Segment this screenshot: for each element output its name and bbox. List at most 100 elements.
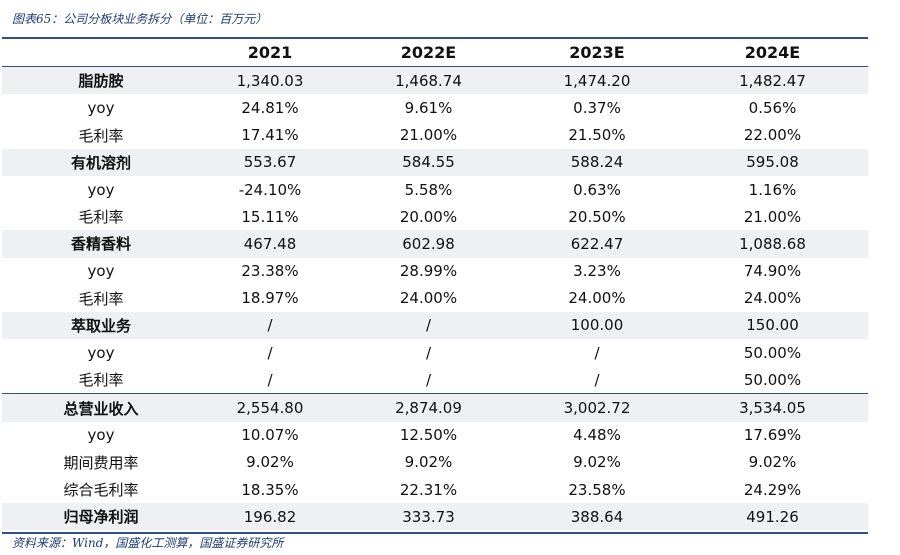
- table-row: 毛利率 / / / 50.00%: [2, 366, 868, 395]
- header-cell-label: [2, 39, 200, 67]
- row-label: 脂肪胺: [2, 66, 200, 95]
- cell-value: 333.73: [340, 503, 517, 531]
- cell-value: -24.10%: [238, 180, 302, 199]
- row-label: 毛利率: [78, 126, 124, 145]
- cell-value: 24.00%: [568, 289, 626, 308]
- segment-breakdown-table: 2021 2022E 2023E 2024E 脂肪胺 1,340.03 1,46…: [2, 39, 868, 531]
- cell-value: 595.08: [677, 148, 868, 176]
- cell-value: 1,474.20: [517, 66, 677, 95]
- table-row: yoy -24.10% 5.58% 0.63% 1.16%: [2, 176, 868, 203]
- cell-value: 24.00%: [743, 289, 802, 308]
- table-row: 毛利率 18.97% 24.00% 24.00% 24.00%: [2, 285, 868, 312]
- row-label: yoy: [87, 343, 115, 362]
- cell-value: 9.02%: [573, 453, 621, 472]
- table-row: yoy 24.81% 9.61% 0.37% 0.56%: [2, 94, 868, 121]
- cell-value: /: [594, 343, 600, 362]
- row-label: 综合毛利率: [63, 481, 139, 500]
- cell-value: 196.82: [200, 503, 340, 531]
- cell-value: /: [200, 366, 340, 395]
- cell-value: 584.55: [340, 148, 517, 176]
- cell-value: 491.26: [677, 503, 868, 531]
- cell-value: /: [340, 366, 517, 395]
- cell-value: 22.31%: [399, 480, 458, 499]
- header-cell-2024e: 2024E: [744, 43, 801, 63]
- row-label: 毛利率: [78, 208, 124, 227]
- table-row: yoy 23.38% 28.99% 3.23% 74.90%: [2, 258, 868, 285]
- cell-value: 17.69%: [743, 426, 802, 445]
- table-row: 毛利率 17.41% 21.00% 21.50% 22.00%: [2, 122, 868, 149]
- cell-value: 21.50%: [568, 126, 626, 145]
- cell-value: /: [200, 311, 340, 340]
- row-label: 总营业收入: [2, 393, 200, 422]
- cell-value: 1,468.74: [340, 66, 517, 95]
- cell-value: 18.97%: [241, 289, 299, 308]
- cell-value: 0.37%: [573, 98, 621, 117]
- header-cell-2021: 2021: [247, 43, 293, 63]
- bottom-rule: [2, 532, 868, 534]
- header-cell-2023e: 2023E: [569, 43, 625, 63]
- cell-value: 17.41%: [241, 126, 299, 145]
- cell-value: 3,534.05: [677, 393, 868, 422]
- cell-value: 21.00%: [399, 126, 458, 145]
- table-row: 归母净利润 196.82 333.73 388.64 491.26: [2, 503, 868, 531]
- cell-value: 9.02%: [246, 453, 294, 472]
- cell-value: 24.29%: [743, 480, 802, 499]
- cell-value: 15.11%: [241, 207, 299, 226]
- row-label: yoy: [87, 98, 115, 117]
- cell-value: 20.00%: [399, 207, 458, 226]
- row-label: yoy: [87, 426, 115, 445]
- cell-value: 1,088.68: [677, 230, 868, 258]
- header-row: 2021 2022E 2023E 2024E: [2, 39, 868, 67]
- row-label: 毛利率: [2, 366, 200, 395]
- cell-value: 467.48: [200, 230, 340, 258]
- table-row: 香精香料 467.48 602.98 622.47 1,088.68: [2, 230, 868, 258]
- table-row: yoy / / / 50.00%: [2, 339, 868, 366]
- table-row: 萃取业务 / / 100.00 150.00: [2, 311, 868, 340]
- cell-value: 2,874.09: [340, 393, 517, 422]
- cell-value: 23.38%: [241, 262, 299, 281]
- cell-value: 74.90%: [743, 262, 802, 281]
- top-rule: [2, 37, 868, 39]
- table-row: 总营业收入 2,554.80 2,874.09 3,002.72 3,534.0…: [2, 393, 868, 422]
- cell-value: /: [267, 343, 273, 362]
- cell-value: 100.00: [517, 311, 677, 340]
- table-row: 综合毛利率 18.35% 22.31% 23.58% 24.29%: [2, 476, 868, 503]
- cell-value: 1,340.03: [200, 66, 340, 95]
- cell-value: 20.50%: [568, 207, 626, 226]
- cell-value: 5.58%: [404, 180, 453, 199]
- cell-value: 0.63%: [573, 180, 621, 199]
- table-row: 有机溶剂 553.67 584.55 588.24 595.08: [2, 148, 868, 176]
- cell-value: 0.56%: [748, 98, 797, 117]
- cell-value: 9.61%: [404, 98, 453, 117]
- cell-value: 28.99%: [399, 262, 458, 281]
- cell-value: 602.98: [340, 230, 517, 258]
- row-label: 毛利率: [78, 289, 124, 308]
- cell-value: /: [340, 311, 517, 340]
- cell-value: 1,482.47: [677, 66, 868, 95]
- row-label: yoy: [87, 262, 115, 281]
- source-note: 资料来源：Wind，国盛化工测算，国盛证券研究所: [12, 536, 284, 550]
- table-caption: 图表65：公司分板块业务拆分（单位：百万元）: [12, 12, 268, 26]
- cell-value: 50.00%: [743, 343, 802, 362]
- cell-value: 588.24: [517, 148, 677, 176]
- row-label: 归母净利润: [2, 503, 200, 531]
- cell-value: 388.64: [517, 503, 677, 531]
- header-cell-2022e: 2022E: [400, 43, 457, 63]
- cell-value: 24.81%: [241, 98, 299, 117]
- cell-value: /: [425, 343, 432, 362]
- cell-value: 150.00: [677, 311, 868, 340]
- cell-value: 18.35%: [241, 480, 299, 499]
- cell-value: 22.00%: [743, 126, 802, 145]
- cell-value: 9.02%: [748, 453, 797, 472]
- cell-value: 553.67: [200, 148, 340, 176]
- row-label: yoy: [87, 180, 115, 199]
- table-row: 期间费用率 9.02% 9.02% 9.02% 9.02%: [2, 449, 868, 476]
- cell-value: 21.00%: [743, 207, 802, 226]
- cell-value: 622.47: [517, 230, 677, 258]
- row-label: 萃取业务: [2, 311, 200, 340]
- cell-value: 3.23%: [573, 262, 621, 281]
- table-row: 脂肪胺 1,340.03 1,468.74 1,474.20 1,482.47: [2, 66, 868, 95]
- row-label: 香精香料: [2, 230, 200, 258]
- cell-value: 4.48%: [573, 426, 621, 445]
- cell-value: 12.50%: [399, 426, 458, 445]
